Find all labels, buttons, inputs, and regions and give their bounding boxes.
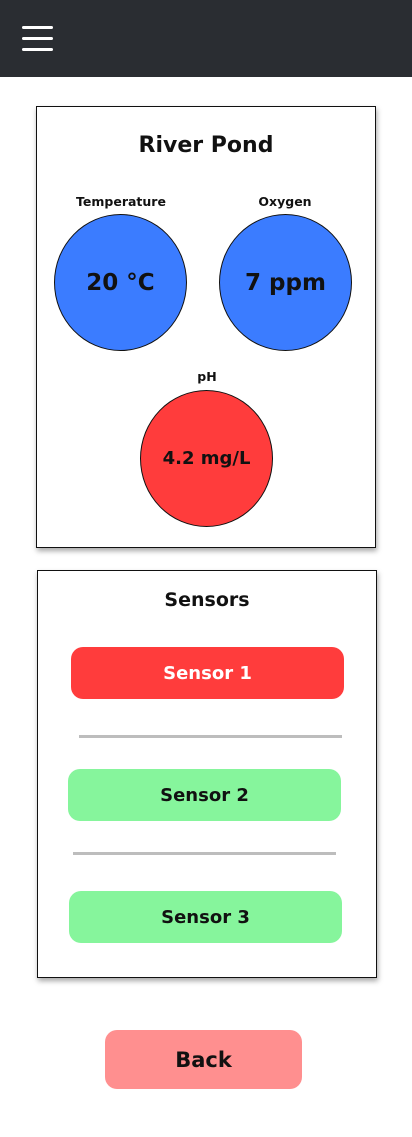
sensor-1-button[interactable]: Sensor 1 xyxy=(71,647,344,699)
divider xyxy=(73,852,336,855)
ph-gauge: 4.2 mg/L xyxy=(140,390,273,527)
divider xyxy=(79,735,342,738)
top-app-bar xyxy=(0,0,412,77)
hamburger-menu-icon[interactable] xyxy=(22,25,53,51)
menu-line xyxy=(22,37,53,40)
back-button[interactable]: Back xyxy=(105,1030,302,1089)
pond-title: River Pond xyxy=(138,133,274,158)
pond-card: River Pond Temperature 20 °C Oxygen 7 pp… xyxy=(36,106,376,548)
sensors-card: Sensors Sensor 1 Sensor 2 Sensor 3 xyxy=(37,570,377,978)
oxygen-label: Oxygen xyxy=(258,194,312,209)
menu-line xyxy=(22,26,53,29)
temperature-value: 20 °C xyxy=(86,269,155,296)
ph-label: pH xyxy=(197,369,217,384)
oxygen-gauge: 7 ppm xyxy=(219,214,352,351)
sensor-2-button[interactable]: Sensor 2 xyxy=(68,769,341,821)
sensors-title: Sensors xyxy=(164,589,250,611)
sensor-3-button[interactable]: Sensor 3 xyxy=(69,891,342,943)
ph-value: 4.2 mg/L xyxy=(162,448,251,469)
menu-line xyxy=(22,48,53,51)
temperature-gauge: 20 °C xyxy=(54,214,187,351)
oxygen-value: 7 ppm xyxy=(245,269,326,296)
temperature-label: Temperature xyxy=(76,194,166,209)
